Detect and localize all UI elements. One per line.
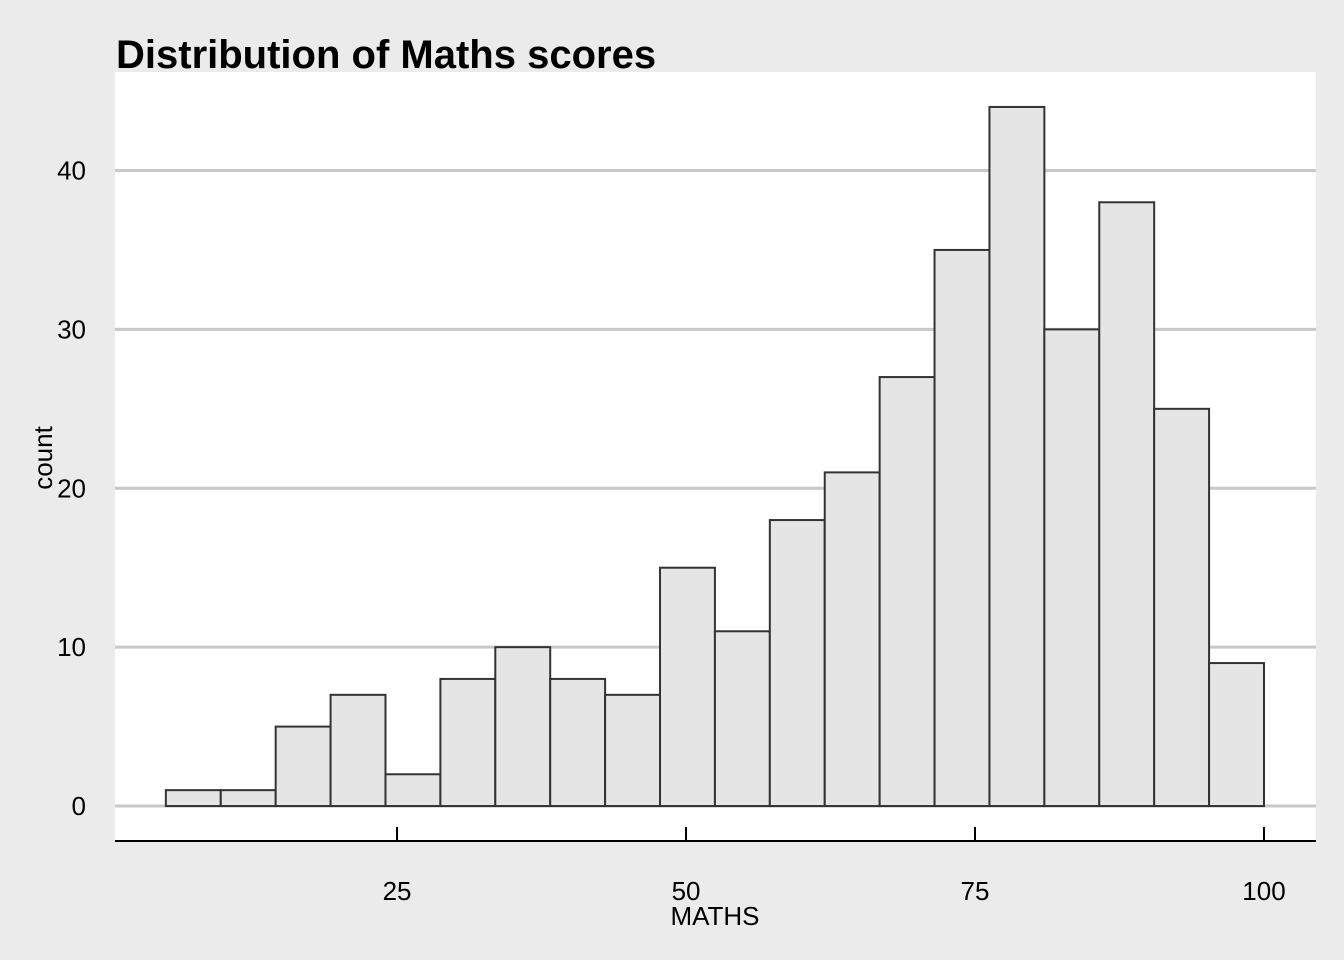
histogram-bar-18 bbox=[1098, 201, 1156, 808]
histogram-bar-4 bbox=[329, 693, 387, 808]
x-tick-label-50: 50 bbox=[672, 876, 701, 906]
y-tick-label-40: 40 bbox=[57, 156, 86, 186]
histogram-bar-3 bbox=[274, 725, 332, 808]
chart-title: Distribution of Maths scores bbox=[116, 33, 656, 77]
histogram-bar-20 bbox=[1208, 662, 1265, 808]
histogram-bar-15 bbox=[933, 248, 991, 808]
x-axis-title: MATHS bbox=[670, 901, 759, 931]
histogram-bar-16 bbox=[988, 105, 1046, 808]
histogram-bar-19 bbox=[1153, 407, 1211, 808]
x-tick-label-75: 75 bbox=[961, 876, 990, 906]
y-axis-title: count bbox=[28, 425, 58, 489]
x-tick-label-100: 100 bbox=[1242, 876, 1285, 906]
histogram-bar-1 bbox=[164, 789, 222, 808]
y-tick-label-30: 30 bbox=[57, 314, 86, 344]
histogram-bar-12 bbox=[768, 519, 826, 808]
histogram-bar-8 bbox=[549, 677, 607, 808]
histogram-bar-14 bbox=[878, 376, 936, 808]
histogram-bar-6 bbox=[439, 677, 497, 808]
histogram-bar-2 bbox=[219, 789, 277, 808]
x-axis-ticks: 25 50 75 100 bbox=[383, 827, 1286, 906]
histogram-bars bbox=[164, 105, 1265, 808]
histogram-bar-9 bbox=[604, 693, 662, 808]
histogram-bar-13 bbox=[823, 471, 881, 808]
histogram-bar-11 bbox=[713, 630, 771, 808]
histogram-bar-10 bbox=[659, 566, 716, 808]
histogram-bar-7 bbox=[494, 646, 552, 808]
y-tick-label-20: 20 bbox=[57, 473, 86, 503]
x-tick-label-25: 25 bbox=[383, 876, 412, 906]
y-tick-label-10: 10 bbox=[57, 632, 86, 662]
y-tick-label-0: 0 bbox=[72, 791, 86, 821]
y-axis-ticks: 0 10 20 30 40 bbox=[57, 156, 86, 822]
histogram-bar-17 bbox=[1043, 328, 1101, 808]
histogram-bar-5 bbox=[384, 773, 442, 808]
